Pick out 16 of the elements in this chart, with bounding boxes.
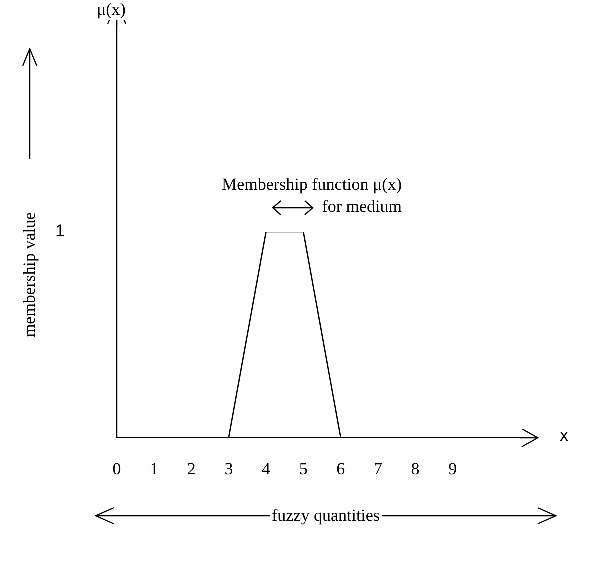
x-tick-label: 5 [299,459,308,478]
x-axis-title: x [560,426,568,446]
x-tick-label: 6 [336,459,346,478]
text: fuzzy quantities [270,506,382,526]
text: Membership function μ(x) for medium [220,174,402,218]
text: 1 [56,222,65,241]
x-tick-label: 4 [262,459,272,478]
x-tick-label: 7 [374,459,383,478]
x-tick-label: 1 [150,459,159,478]
text: membership value [20,212,40,338]
text: μ(x) [97,0,126,20]
x-tick-label: 0 [112,459,122,478]
x-tick-label: 8 [411,459,420,478]
x-tick-label: 9 [448,459,458,478]
x-tick-label: 2 [187,459,196,478]
x-tick-label: 3 [224,459,234,478]
